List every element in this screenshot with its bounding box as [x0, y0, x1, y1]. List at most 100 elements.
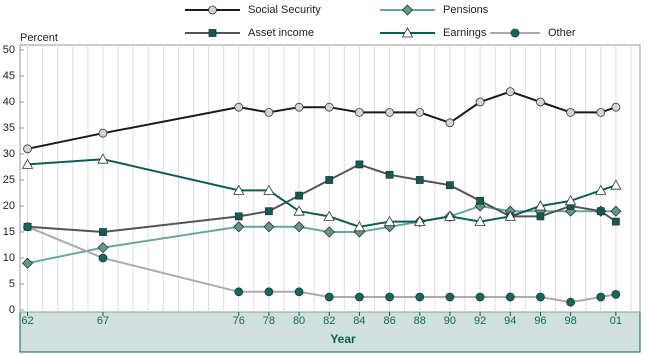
x-tick-label: 94: [504, 315, 516, 327]
y-tick-label: 30: [3, 148, 15, 160]
x-axis-label: Year: [330, 332, 356, 346]
x-tick-label: 92: [474, 315, 486, 327]
marker: [323, 226, 335, 238]
marker: [98, 128, 108, 138]
marker: [21, 158, 34, 169]
marker: [293, 205, 305, 216]
marker: [476, 196, 484, 205]
legend-marker: [401, 27, 414, 38]
marker: [294, 102, 304, 112]
y-tick-label: 50: [3, 44, 15, 56]
marker: [97, 242, 109, 254]
marker: [385, 292, 394, 302]
x-tick-label: 84: [353, 315, 365, 327]
x-tick-label: 82: [323, 315, 335, 327]
legend-label: Earnings: [443, 27, 487, 39]
marker: [444, 210, 456, 221]
marker: [611, 217, 620, 226]
x-tick-label: 80: [293, 315, 305, 327]
x-tick-label: 78: [263, 315, 275, 327]
marker: [446, 181, 454, 190]
marker: [596, 108, 606, 117]
marker: [97, 153, 109, 164]
marker: [415, 292, 425, 302]
marker: [353, 220, 366, 232]
marker: [445, 292, 455, 302]
marker: [383, 215, 396, 227]
marker: [264, 287, 274, 297]
marker: [566, 297, 576, 307]
marker: [293, 221, 305, 233]
marker: [233, 184, 245, 195]
marker: [23, 144, 32, 154]
legend-label: Social Security: [248, 4, 321, 16]
marker: [415, 176, 424, 184]
series-line: [27, 225, 617, 304]
marker: [323, 210, 335, 221]
marker: [475, 292, 485, 302]
series-line: [27, 90, 617, 150]
y-tick-label: 15: [3, 226, 15, 238]
y-tick-label: 10: [3, 252, 15, 264]
marker: [536, 212, 545, 221]
y-tick-label: 5: [9, 278, 15, 290]
marker: [610, 179, 622, 190]
marker: [264, 108, 274, 117]
marker: [355, 160, 364, 169]
x-tick-label: 62: [21, 315, 33, 327]
marker: [385, 108, 394, 117]
marker: [234, 212, 243, 221]
marker: [536, 292, 545, 302]
marker: [534, 200, 547, 211]
x-tick-label: 88: [414, 315, 426, 327]
legend-marker: [510, 28, 520, 38]
marker: [234, 102, 244, 112]
marker: [263, 184, 275, 195]
marker: [415, 108, 425, 117]
marker: [414, 215, 426, 227]
legend-marker: [208, 5, 217, 15]
marker: [355, 292, 364, 302]
x-tick-label: 76: [233, 315, 245, 327]
x-tick-label: 98: [564, 315, 576, 327]
marker: [355, 108, 364, 117]
marker: [505, 292, 515, 302]
marker: [265, 207, 273, 216]
y-tick-label: 45: [3, 70, 15, 82]
marker: [233, 221, 245, 233]
marker: [611, 289, 621, 299]
marker: [596, 207, 605, 216]
x-tick-label: 90: [444, 315, 456, 327]
x-tick-label: 01: [610, 315, 622, 327]
marker: [611, 102, 621, 112]
marker: [595, 184, 607, 195]
x-axis-band: [19, 311, 641, 353]
marker: [445, 118, 455, 128]
marker: [564, 194, 577, 206]
y-axis-label: Percent: [20, 32, 58, 44]
marker: [21, 257, 34, 269]
marker: [324, 102, 334, 112]
marker: [263, 221, 275, 233]
legend-label: Other: [548, 27, 576, 39]
y-tick-label: 20: [3, 200, 15, 212]
marker: [596, 292, 606, 302]
marker: [324, 292, 334, 302]
marker: [99, 228, 107, 236]
marker: [504, 210, 516, 221]
marker: [475, 97, 485, 107]
marker: [294, 287, 304, 297]
legend-marker: [401, 4, 414, 16]
marker: [23, 222, 32, 232]
marker: [98, 253, 108, 263]
y-tick-label: 35: [3, 122, 15, 134]
x-tick-label: 96: [534, 315, 546, 327]
marker: [325, 176, 334, 184]
y-tick-label: 25: [3, 174, 15, 186]
marker: [566, 108, 576, 117]
y-tick-label: 0: [9, 304, 15, 316]
marker: [385, 170, 394, 179]
legend-marker: [208, 29, 217, 37]
legend-label: Pensions: [443, 4, 489, 16]
